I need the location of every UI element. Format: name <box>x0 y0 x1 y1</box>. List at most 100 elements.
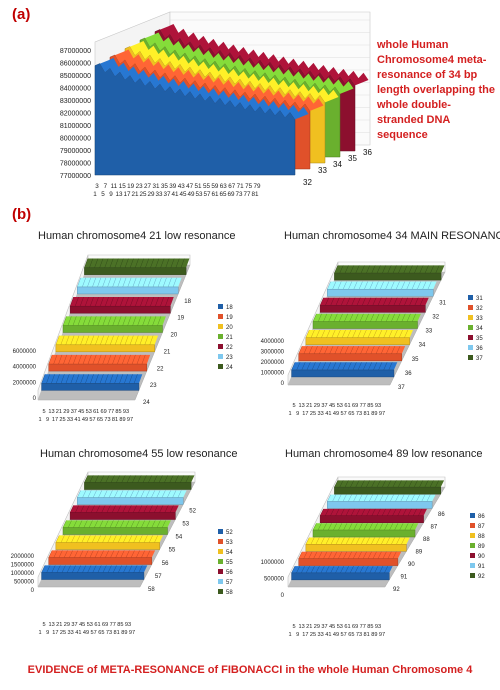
series-36-area <box>327 288 434 297</box>
y-tick-label: 84000000 <box>60 86 91 93</box>
x-tick-label: 97 <box>379 411 385 417</box>
x-tick-label: 71 <box>237 183 245 190</box>
x-tick-label: 61 <box>211 191 219 198</box>
x-tick-label: 57 <box>203 191 211 198</box>
depth-label: 24 <box>143 400 150 406</box>
chart-b3-title: Human chromosome4 55 low resonance <box>40 448 238 460</box>
x-tick-label: 1 <box>38 630 41 636</box>
x-tick-label: 1 <box>38 417 41 423</box>
chart-description: whole Human Chromosome4 meta-resonance o… <box>377 39 495 141</box>
depth-label: 56 <box>162 561 169 567</box>
x-tick-label: 45 <box>329 624 335 630</box>
panel-a-label: (a) <box>12 6 31 23</box>
x-tick-label: 41 <box>325 632 331 638</box>
x-tick-label: 17 <box>302 632 308 638</box>
x-tick-label: 43 <box>178 183 186 190</box>
x-tick-label: 61 <box>93 409 99 415</box>
x-tick-label: 81 <box>251 191 259 198</box>
x-tick-label: 37 <box>321 403 327 409</box>
x-tick-label: 97 <box>127 417 133 423</box>
x-tick-label: 49 <box>83 630 89 636</box>
depth-label: 87 <box>431 525 438 531</box>
depth-label: 91 <box>401 575 408 581</box>
x-tick-label: 69 <box>227 191 235 198</box>
x-tick-label: 73 <box>104 417 110 423</box>
x-tick-label: 77 <box>110 622 116 628</box>
legend-label: 22 <box>226 345 233 351</box>
y-tick-label: 0 <box>31 588 35 594</box>
series-89-area <box>312 529 416 538</box>
x-tick-label: 45 <box>179 191 187 198</box>
depth-label: 57 <box>155 574 162 580</box>
x-tick-label: 65 <box>348 632 354 638</box>
x-tick-label: 21 <box>56 409 62 415</box>
legend-label: 52 <box>226 530 233 536</box>
x-tick-label: 21 <box>306 624 312 630</box>
series-36-top <box>155 24 369 86</box>
x-tick-label: 49 <box>187 191 195 198</box>
x-tick-label: 37 <box>321 624 327 630</box>
series-21-area <box>62 325 163 333</box>
x-tick-label: 13 <box>299 403 305 409</box>
x-tick-label: 59 <box>211 183 219 190</box>
chart-b1-title: Human chromosome4 21 low resonance <box>38 230 236 242</box>
x-tick-label: 17 <box>302 411 308 417</box>
x-tick-label: 85 <box>367 624 373 630</box>
series-88-area <box>305 544 407 552</box>
x-tick-label: 29 <box>64 622 70 628</box>
footer-caption: EVIDENCE of META-RESONANCE of FIBONACCI … <box>27 664 473 676</box>
legend-label: 37 <box>476 356 483 362</box>
legend-label: 92 <box>478 574 485 580</box>
x-tick-label: 51 <box>195 183 203 190</box>
x-tick-label: 25 <box>59 417 65 423</box>
y-tick-label: 2000000 <box>261 360 285 366</box>
x-tick-label: 23 <box>136 183 144 190</box>
x-tick-label: 9 <box>296 632 299 638</box>
x-tick-label: 73 <box>235 191 243 198</box>
y-tick-label: 3000000 <box>261 350 285 356</box>
x-tick-label: 37 <box>71 409 77 415</box>
x-tick-label: 67 <box>228 183 236 190</box>
series-35-top <box>140 32 354 94</box>
series-35-area <box>319 305 426 313</box>
y-tick-label: 1500000 <box>11 563 35 569</box>
legend-swatch <box>218 549 223 554</box>
x-tick-label: 25 <box>310 632 316 638</box>
legend-swatch <box>470 553 475 558</box>
x-tick-label: 53 <box>195 191 203 198</box>
legend-label: 89 <box>478 544 485 550</box>
depth-label: 88 <box>423 537 430 543</box>
x-tick-label: 81 <box>364 411 370 417</box>
legend-label: 24 <box>226 365 233 371</box>
x-tick-label: 61 <box>344 403 350 409</box>
x-tick-label: 41 <box>74 417 80 423</box>
panel-b-label: (b) <box>12 206 32 223</box>
x-tick-label: 17 <box>52 630 58 636</box>
x-tick-label: 39 <box>169 183 177 190</box>
depth-label: 31 <box>439 300 446 306</box>
x-tick-label: 9 <box>109 191 113 198</box>
x-tick-label: 15 <box>119 183 127 190</box>
x-tick-label: 35 <box>161 183 169 190</box>
y-tick-label: 82000000 <box>60 111 91 118</box>
x-tick-label: 5 <box>42 409 45 415</box>
legend-swatch <box>470 523 475 528</box>
series-31-area <box>291 369 395 378</box>
legend-label: 23 <box>226 355 233 361</box>
legend-label: 56 <box>226 570 233 576</box>
x-tick-label: 21 <box>131 191 139 198</box>
series-58-area <box>84 482 192 490</box>
y-tick-label: 80000000 <box>60 136 91 143</box>
series-19-area <box>48 363 148 372</box>
depth-label: 52 <box>189 508 196 514</box>
y-tick-label: 4000000 <box>13 365 37 371</box>
y-tick-label: 500000 <box>264 577 285 583</box>
x-tick-label: 41 <box>171 191 179 198</box>
depth-label: 19 <box>177 316 184 322</box>
x-tick-label: 7 <box>104 183 108 190</box>
legend-swatch <box>218 354 223 359</box>
x-tick-label: 27 <box>144 183 152 190</box>
y-tick-label: 4000000 <box>261 339 285 345</box>
x-tick-label: 11 <box>111 183 118 190</box>
